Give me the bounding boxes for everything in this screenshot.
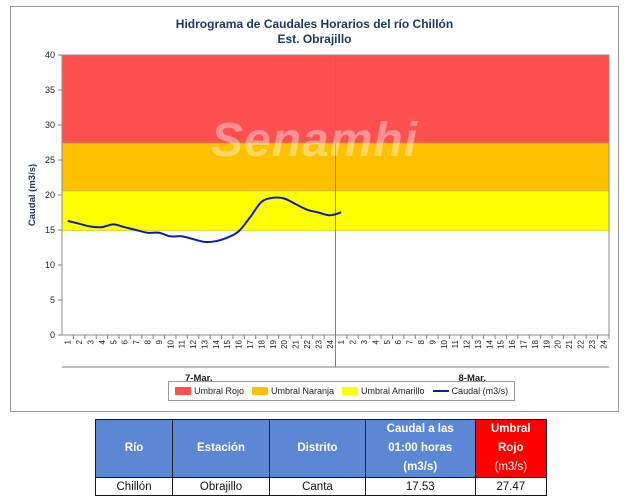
x-tick-label-41: 18	[531, 339, 540, 348]
x-tick-label-32: 9	[428, 339, 437, 344]
legend-label-caudal: Caudal (m3/s)	[451, 386, 509, 396]
y-tick-label-3: 15	[45, 225, 55, 235]
x-tick-label-23: 24	[326, 339, 335, 348]
chart-legend: Umbral Rojo Umbral Naranja Umbral Amaril…	[168, 381, 516, 401]
x-tick-label-31: 8	[417, 339, 426, 344]
header-caudal-line1: Caudal a las	[386, 423, 454, 435]
y-axis-label: Caudal (m3/s)	[27, 164, 38, 226]
header-caudal-unit: (m3/s)	[403, 461, 438, 473]
cell-umbral: 27.47	[474, 477, 548, 496]
legend-label-amarillo: Umbral Amarillo	[361, 386, 425, 396]
x-tick-label-1: 2	[75, 339, 84, 344]
header-umbral-unit: (m3/s)	[494, 461, 528, 473]
header-umbral-line2: Rojo	[498, 442, 524, 454]
day-label-1: 8-Mar.	[459, 373, 486, 384]
x-tick-label-36: 13	[474, 339, 483, 348]
x-tick-label-4: 5	[109, 339, 118, 344]
chart-frame: Hidrograma de Caudales Horarios del río …	[10, 6, 619, 412]
x-tick-label-6: 7	[132, 339, 141, 344]
legend-label-naranja: Umbral Naranja	[271, 386, 335, 396]
x-tick-label-44: 21	[565, 339, 574, 348]
x-tick-label-38: 15	[497, 339, 506, 348]
x-tick-label-22: 23	[314, 339, 323, 348]
x-tick-label-29: 6	[394, 339, 403, 344]
x-tick-label-8: 9	[155, 339, 164, 344]
x-tick-label-21: 22	[303, 339, 312, 348]
legend-item-caudal: Caudal (m3/s)	[432, 386, 509, 396]
x-tick-label-15: 16	[235, 339, 244, 348]
y-tick-label-1: 5	[50, 295, 55, 305]
header-rio: Río	[94, 419, 174, 478]
x-tick-label-27: 4	[371, 339, 380, 344]
x-tick-label-28: 5	[383, 339, 392, 344]
x-tick-label-33: 10	[440, 339, 449, 348]
legend-item-naranja: Umbral Naranja	[252, 386, 334, 396]
legend-swatch-amarillo	[342, 387, 359, 395]
legend-swatch-caudal	[432, 390, 449, 392]
x-tick-label-34: 11	[451, 339, 460, 348]
y-tick-label-6: 30	[45, 120, 55, 130]
x-tick-label-40: 17	[520, 339, 529, 348]
x-tick-label-13: 14	[212, 339, 221, 348]
cell-distrito: Canta	[268, 477, 366, 496]
x-tick-label-17: 18	[257, 339, 266, 348]
x-tick-label-12: 13	[200, 339, 209, 348]
x-tick-label-11: 12	[189, 339, 198, 348]
x-tick-label-7: 8	[143, 339, 152, 344]
header-estacion: Estación	[172, 419, 270, 478]
y-tick-label-0: 0	[50, 330, 55, 340]
legend-item-amarillo: Umbral Amarillo	[342, 386, 425, 396]
x-tick-label-2: 3	[86, 339, 95, 344]
x-tick-label-3: 4	[98, 339, 107, 344]
x-tick-label-18: 19	[269, 339, 278, 348]
legend-swatch-rojo	[175, 387, 191, 395]
x-tick-label-30: 7	[406, 339, 415, 344]
y-tick-label-2: 10	[45, 260, 55, 270]
legend-label-rojo: Umbral Rojo	[194, 386, 245, 396]
x-tick-label-20: 21	[292, 339, 301, 348]
legend-swatch-naranja	[252, 387, 269, 395]
x-tick-label-45: 22	[577, 339, 586, 348]
y-tick-label-4: 20	[45, 190, 55, 200]
x-tick-label-5: 6	[121, 339, 130, 344]
cell-caudal: 17.53	[364, 477, 476, 496]
cell-estacion: Obrajillo	[172, 477, 270, 496]
chart-title: Hidrograma de Caudales Horarios del río …	[175, 17, 454, 31]
series-line-0	[67, 196, 342, 244]
senamhi-watermark: Senamhi	[211, 114, 419, 167]
table-row: Chillón Obrajillo Canta 17.53 27.47	[94, 477, 548, 496]
cell-rio: Chillón	[94, 477, 174, 496]
y-tick-label-8: 40	[45, 50, 55, 60]
x-tick-label-19: 20	[280, 339, 289, 348]
x-tick-label-16: 17	[246, 339, 255, 348]
x-tick-label-24: 1	[337, 339, 346, 344]
x-tick-label-35: 12	[463, 339, 472, 348]
chart-subtitle: Est. Obrajillo	[277, 32, 352, 46]
x-tick-label-37: 14	[485, 339, 494, 348]
day-label-0: 7-Mar.	[185, 373, 212, 384]
summary-table: Río Estación Distrito Caudal a las 01:00…	[94, 419, 548, 496]
x-tick-label-39: 16	[508, 339, 517, 348]
x-tick-label-14: 15	[223, 339, 232, 348]
legend-item-rojo: Umbral Rojo	[175, 386, 244, 396]
header-umbral: Umbral Rojo (m3/s)	[474, 419, 548, 478]
y-tick-label-5: 25	[45, 155, 55, 165]
x-tick-label-46: 23	[588, 339, 597, 348]
header-distrito: Distrito	[268, 419, 366, 478]
y-tick-label-7: 35	[45, 85, 55, 95]
header-caudal-line2: 01:00 horas	[388, 442, 453, 454]
header-caudal: Caudal a las 01:00 horas (m3/s)	[364, 419, 476, 478]
x-tick-label-9: 10	[166, 339, 175, 348]
x-tick-label-0: 1	[64, 339, 73, 344]
chart-title-block: Hidrograma de Caudales Horarios del río …	[11, 17, 618, 47]
x-tick-label-25: 2	[349, 339, 358, 344]
x-tick-label-26: 3	[360, 339, 369, 344]
x-tick-label-47: 24	[599, 339, 608, 348]
header-umbral-line1: Umbral	[490, 423, 531, 435]
summary-header-row: Río Estación Distrito Caudal a las 01:00…	[94, 419, 548, 478]
x-tick-label-43: 20	[554, 339, 563, 348]
x-tick-label-10: 11	[178, 339, 187, 348]
x-tick-label-42: 19	[542, 339, 551, 348]
